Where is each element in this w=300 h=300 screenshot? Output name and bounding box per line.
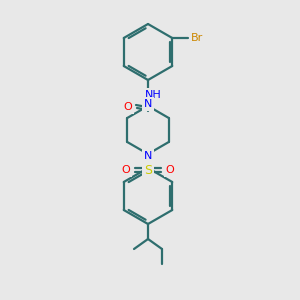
Text: S: S: [144, 164, 152, 176]
Text: NH: NH: [145, 90, 161, 100]
Text: Br: Br: [191, 33, 203, 43]
Text: O: O: [166, 165, 174, 175]
Text: N: N: [144, 99, 152, 109]
Text: O: O: [124, 102, 132, 112]
Text: N: N: [144, 151, 152, 161]
Text: O: O: [122, 165, 130, 175]
